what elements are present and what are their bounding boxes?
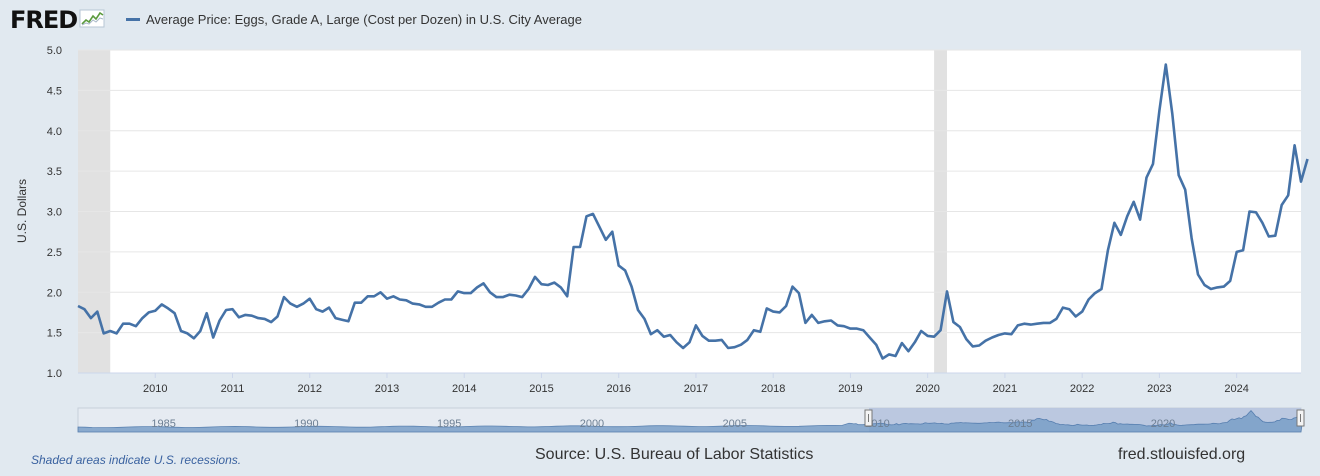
x-tick-label: 2015 <box>529 383 553 395</box>
y-tick-label: 1.0 <box>47 368 62 380</box>
x-tick-label: 2024 <box>1224 383 1248 395</box>
y-axis-label: U.S. Dollars <box>15 179 29 243</box>
chart-legend: Average Price: Eggs, Grade A, Large (Cos… <box>126 12 582 27</box>
x-tick-label: 2012 <box>297 383 321 395</box>
navigator-year-label: 1985 <box>151 418 175 430</box>
y-tick-label: 3.0 <box>47 207 62 219</box>
navigator-year-label: 1990 <box>294 418 318 430</box>
y-tick-label: 5.0 <box>47 45 62 57</box>
x-tick-label: 2013 <box>375 383 399 395</box>
x-tick-label: 2019 <box>838 383 862 395</box>
fred-logo[interactable]: FRED <box>10 6 105 34</box>
fred-graph-icon <box>79 8 105 33</box>
legend-swatch <box>126 18 140 21</box>
x-axis-ticks: 2010 2011 2012 2013 2014 2015 2016 2017 2018 2019… <box>78 372 1301 395</box>
x-tick-label: 2021 <box>993 383 1017 395</box>
legend-label: Average Price: Eggs, Grade A, Large (Cos… <box>146 12 582 27</box>
recession-note: Shaded areas indicate U.S. recessions. <box>31 453 242 467</box>
y-tick-label: 3.5 <box>47 166 62 178</box>
x-tick-label: 2020 <box>915 383 939 395</box>
navigator-year-label: 2020 <box>1151 418 1175 430</box>
navigator-year-label: 2005 <box>722 418 746 430</box>
x-tick-label: 2022 <box>1070 383 1094 395</box>
range-navigator[interactable]: 1985 1990 1995 2000 2005 2010 2015 2020 <box>77 407 1305 433</box>
site-url[interactable]: fred.stlouisfed.org <box>1118 446 1246 463</box>
y-axis-ticks: 1.0 1.5 2.0 2.5 3.0 3.5 4.0 4.5 5.0 <box>47 45 62 380</box>
source-text: Source: U.S. Bureau of Labor Statistics <box>535 446 814 463</box>
navigator-year-label: 2015 <box>1008 418 1032 430</box>
x-tick-label: 2017 <box>684 383 708 395</box>
navigator-mini-series <box>77 410 1304 433</box>
logo-text: FRED <box>10 6 78 34</box>
x-tick-label: 2014 <box>452 383 476 395</box>
navigator-year-label: 2000 <box>580 418 604 430</box>
y-tick-label: 2.5 <box>47 247 62 259</box>
x-tick-label: 2023 <box>1147 383 1171 395</box>
y-tick-label: 2.0 <box>47 287 62 299</box>
x-tick-label: 2016 <box>606 383 630 395</box>
x-tick-label: 2011 <box>221 383 245 395</box>
x-tick-label: 2018 <box>761 383 785 395</box>
navigator-year-labels: 1985 1990 1995 2000 2005 2010 2015 2020 <box>151 418 1175 430</box>
y-tick-label: 4.0 <box>47 126 62 138</box>
navigator-year-label: 1995 <box>437 418 461 430</box>
series-line <box>77 63 1309 360</box>
y-tick-label: 1.5 <box>47 328 62 340</box>
x-tick-label: 2010 <box>143 383 167 395</box>
y-tick-label: 4.5 <box>47 85 62 97</box>
